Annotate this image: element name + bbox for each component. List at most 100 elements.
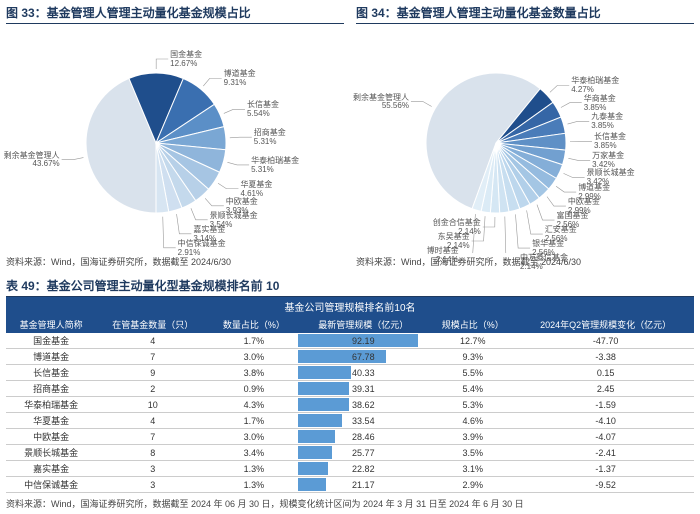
table-cell: 嘉实基金 xyxy=(6,461,96,477)
table-cell: 1.7% xyxy=(209,333,298,349)
pie-slice-label: 国金基金12.67% xyxy=(170,51,202,69)
scale-bar xyxy=(298,414,342,427)
pie-left-area: 剩余基金管理人43.67%国金基金12.67%博道基金9.31%长信基金5.54… xyxy=(6,28,344,253)
table-row: 长信基金93.8%40.335.5%0.15 xyxy=(6,365,694,381)
pie-slice-label: 中信保诚基金2.91% xyxy=(178,240,226,258)
table-cell: 9 xyxy=(96,365,209,381)
table-row: 嘉实基金31.3%22.823.1%-1.37 xyxy=(6,461,694,477)
pie-slice-label: 九泰基金3.85% xyxy=(591,113,623,131)
table-cell: 中欧基金 xyxy=(6,429,96,445)
table-cell: -1.59 xyxy=(517,397,694,413)
col-header: 在管基金数量（只） xyxy=(96,316,209,333)
table-cell: 2 xyxy=(96,381,209,397)
table-cell: 长信基金 xyxy=(6,365,96,381)
pie-slice-label: 剩余基金管理人43.67% xyxy=(4,152,60,170)
table-cell: -4.07 xyxy=(517,429,694,445)
col-header: 2024年Q2管理规模变化（亿元） xyxy=(517,316,694,333)
table-cell: 3.0% xyxy=(209,349,298,365)
table-cell: 华夏基金 xyxy=(6,413,96,429)
table-row: 招商基金20.9%39.315.4%2.45 xyxy=(6,381,694,397)
table-row: 景顺长城基金83.4%25.773.5%-2.41 xyxy=(6,445,694,461)
scale-bar-cell: 25.77 xyxy=(298,445,428,461)
scale-bar-cell: 39.31 xyxy=(298,381,428,397)
pie-slice-label: 华商基金3.85% xyxy=(584,95,616,113)
col-header: 数量占比（%） xyxy=(209,316,298,333)
title-underline xyxy=(356,23,694,24)
col-header: 规模占比（%） xyxy=(428,316,517,333)
table-cell: 中信保诚基金 xyxy=(6,477,96,493)
table-cell: -2.41 xyxy=(517,445,694,461)
pie-right-area: 剩余基金管理人55.56% 华泰柏瑞基金4.27%华商基金3.85%九泰基金3.8… xyxy=(356,28,694,253)
scale-bar-cell: 38.62 xyxy=(298,397,428,413)
table-cell: 0.15 xyxy=(517,365,694,381)
scale-bar xyxy=(298,446,332,459)
title-underline xyxy=(6,23,344,24)
pie-chart-right-panel: 图 34：基金管理人管理主动量化基金数量占比 剩余基金管理人55.56% 华泰柏瑞… xyxy=(350,0,700,275)
table-cell: -4.10 xyxy=(517,413,694,429)
table-cell: 3.9% xyxy=(428,429,517,445)
table-cell: 0.9% xyxy=(209,381,298,397)
table-cell: 3 xyxy=(96,477,209,493)
col-header: 基金管理人简称 xyxy=(6,316,96,333)
table-cell: 5.3% xyxy=(428,397,517,413)
table-cell: 3.1% xyxy=(428,461,517,477)
ranking-table: 基金管理人简称 在管基金数量（只） 数量占比（%） 最新管理规模（亿元） 规模占… xyxy=(6,316,694,493)
pie-left-source: 资料来源：Wind，国海证券研究所，数据截至 2024/6/30 xyxy=(6,255,344,268)
scale-bar xyxy=(298,478,326,491)
pie-slice-label: 剩余基金管理人55.56% xyxy=(353,94,409,112)
table-cell: 1.3% xyxy=(209,461,298,477)
table-row: 华夏基金41.7%33.544.6%-4.10 xyxy=(6,413,694,429)
table-band-title: 基金公司管理规模排名前10名 xyxy=(6,297,694,316)
table-cell: 4 xyxy=(96,333,209,349)
table-header-row: 基金管理人简称 在管基金数量（只） 数量占比（%） 最新管理规模（亿元） 规模占… xyxy=(6,316,694,333)
table-cell: 3.4% xyxy=(209,445,298,461)
table-cell: 5.5% xyxy=(428,365,517,381)
table-cell: 7 xyxy=(96,349,209,365)
pie-slice-label: 华夏基金4.61% xyxy=(240,181,272,199)
table-cell: 3 xyxy=(96,461,209,477)
pie-right-title: 图 34：基金管理人管理主动量化基金数量占比 xyxy=(356,4,694,21)
pie-slice-label: 博时基金2.14% xyxy=(427,247,459,265)
table-row: 中信保诚基金31.3%21.172.9%-9.52 xyxy=(6,477,694,493)
table-cell: 华泰柏瑞基金 xyxy=(6,397,96,413)
scale-bar xyxy=(298,398,348,411)
table-cell: 博道基金 xyxy=(6,349,96,365)
pie-slice-label: 招商基金5.31% xyxy=(254,129,286,147)
scale-bar xyxy=(298,366,350,379)
table-cell: 3.8% xyxy=(209,365,298,381)
scale-bar-cell: 21.17 xyxy=(298,477,428,493)
pie-left-title: 图 33：基金管理人管理主动量化基金规模占比 xyxy=(6,4,344,21)
scale-bar xyxy=(298,430,335,443)
table-cell: 景顺长城基金 xyxy=(6,445,96,461)
table-cell: 1.3% xyxy=(209,477,298,493)
pie-slice-label: 博道基金9.31% xyxy=(224,70,256,88)
scale-bar-cell: 40.33 xyxy=(298,365,428,381)
scale-bar-cell: 92.19 xyxy=(298,333,428,349)
table-cell: 1.7% xyxy=(209,413,298,429)
table-panel: 表 49：基金公司管理主动量化型基金规模排名前 10 基金公司管理规模排名前10… xyxy=(0,275,700,514)
pie-slice-label: 华泰柏瑞基金5.31% xyxy=(251,157,299,175)
table-cell: -47.70 xyxy=(517,333,694,349)
scale-bar xyxy=(298,382,349,395)
table-title: 表 49：基金公司管理主动量化型基金规模排名前 10 xyxy=(6,277,694,294)
scale-bar-cell: 28.46 xyxy=(298,429,428,445)
table-cell: 国金基金 xyxy=(6,333,96,349)
scale-bar-cell: 67.78 xyxy=(298,349,428,365)
table-row: 国金基金41.7%92.1912.7%-47.70 xyxy=(6,333,694,349)
pie-chart-left-panel: 图 33：基金管理人管理主动量化基金规模占比 剩余基金管理人43.67% 国金基金… xyxy=(0,0,350,275)
table-cell: -9.52 xyxy=(517,477,694,493)
table-cell: 招商基金 xyxy=(6,381,96,397)
pie-slice-label: 中万菱信基金2.14% xyxy=(520,254,568,272)
table-row: 华泰柏瑞基金104.3%38.625.3%-1.59 xyxy=(6,397,694,413)
table-cell: -3.38 xyxy=(517,349,694,365)
table-cell: 3.5% xyxy=(428,445,517,461)
table-cell: 8 xyxy=(96,445,209,461)
table-cell: -1.37 xyxy=(517,461,694,477)
table-cell: 9.3% xyxy=(428,349,517,365)
table-row: 博道基金73.0%67.789.3%-3.38 xyxy=(6,349,694,365)
scale-bar-cell: 33.54 xyxy=(298,413,428,429)
col-header: 最新管理规模（亿元） xyxy=(298,316,428,333)
table-source: 资料来源：Wind，国海证券研究所，数据截至 2024 年 06 月 30 日，… xyxy=(6,497,694,510)
table-cell: 12.7% xyxy=(428,333,517,349)
pie-slice-label: 华泰柏瑞基金4.27% xyxy=(571,77,619,95)
